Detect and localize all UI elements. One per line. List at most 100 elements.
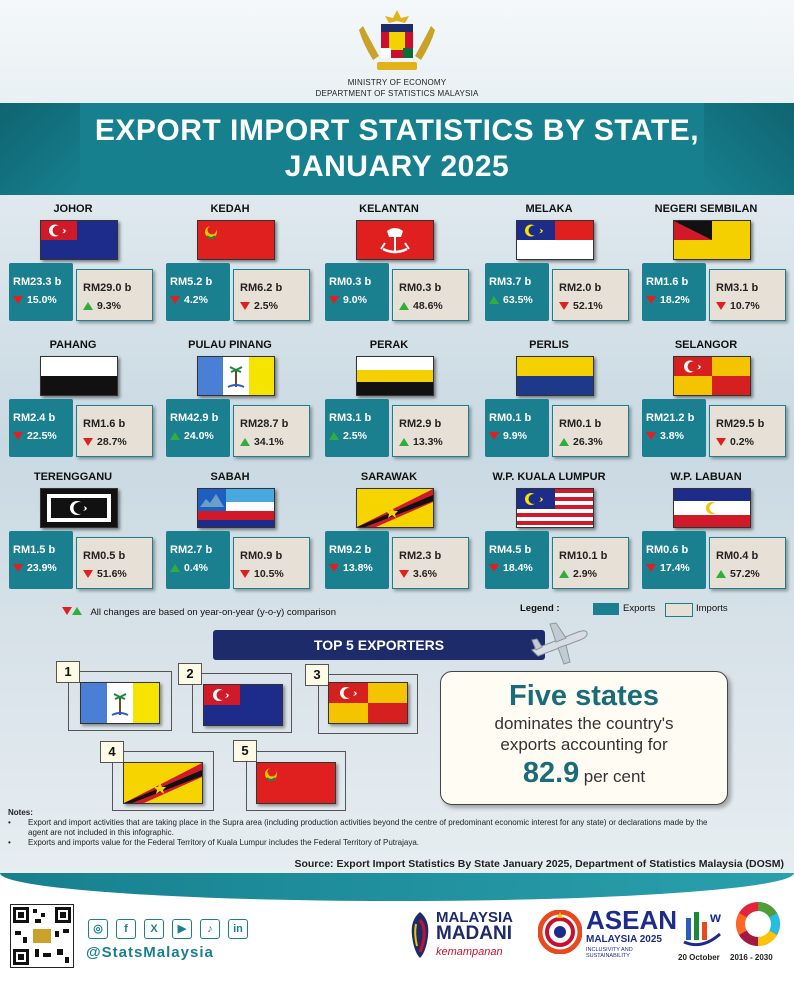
kelantan-flag-icon (356, 220, 434, 260)
state-name: PULAU PINANG (188, 339, 272, 351)
state-name: PERLIS (529, 339, 569, 351)
terengganu-flag-icon (40, 488, 118, 528)
down-arrow-icon (559, 302, 569, 311)
legend-imports-swatch (665, 603, 693, 617)
rank-2-frame (192, 673, 292, 733)
qr-code-icon[interactable] (10, 904, 74, 968)
ministry-label: MINISTRY OF ECONOMY (347, 78, 447, 87)
up-arrow-icon (83, 302, 93, 311)
kedah-flag-icon (256, 762, 336, 804)
import-change: 2.5% (240, 300, 278, 312)
export-box: RM3.7 b 63.5% (485, 263, 549, 321)
department-label: DEPARTMENT OF STATISTICS MALAYSIA (315, 89, 479, 98)
export-value: RM4.5 b (489, 544, 532, 556)
down-arrow-icon (489, 564, 499, 573)
export-change: 18.2% (646, 294, 690, 306)
export-value: RM2.4 b (13, 412, 56, 424)
callout-share-unit: per cent (583, 767, 646, 786)
negeri-sembilan-flag-icon (673, 220, 751, 260)
up-arrow-icon (329, 432, 339, 441)
down-arrow-icon (13, 564, 23, 573)
export-box: RM2.7 b 0.4% (166, 531, 230, 589)
tiktok-icon[interactable]: ♪ (200, 919, 220, 939)
rank-1-badge: 1 (56, 661, 80, 683)
up-arrow-icon (489, 296, 499, 305)
import-value: RM6.2 b (240, 282, 283, 294)
rank-1-frame (68, 671, 172, 731)
change-note: All changes are based on year-on-year (y… (62, 602, 336, 620)
social-handle[interactable]: @StatsMalaysia (86, 944, 214, 961)
export-value: RM42.9 b (170, 412, 219, 424)
down-arrow-icon (240, 302, 250, 311)
rank-2-badge: 2 (178, 663, 202, 685)
up-arrow-icon (399, 302, 409, 311)
import-box: RM2.0 b 52.1% (552, 269, 629, 321)
w-p-labuan-flag-icon (673, 488, 751, 528)
state-name: W.P. KUALA LUMPUR (492, 471, 606, 483)
state-name: PAHANG (49, 339, 97, 351)
down-arrow-icon (399, 570, 409, 579)
state-name: KEDAH (210, 203, 250, 215)
export-box: RM0.6 b 17.4% (642, 531, 706, 589)
import-box: RM29.5 b 0.2% (709, 405, 786, 457)
export-box: RM1.6 b 18.2% (642, 263, 706, 321)
instagram-icon[interactable]: ◎ (88, 919, 108, 939)
import-value: RM1.6 b (83, 418, 126, 430)
rank-4-frame (112, 751, 214, 811)
top5-title: TOP 5 EXPORTERS (213, 630, 545, 660)
x-icon[interactable]: X (144, 919, 164, 939)
callout-share-value: 82.9 (522, 757, 580, 789)
down-arrow-icon (646, 564, 656, 573)
malaysia-madani-logo: MALAYSIA MADANI kemampanan (408, 902, 530, 968)
kedah-flag-icon (197, 220, 275, 260)
export-change: 0.4% (170, 562, 208, 574)
import-change: 9.3% (83, 300, 121, 312)
pahang-flag-icon (40, 356, 118, 396)
down-arrow-icon (646, 296, 656, 305)
state-name: MELAKA (525, 203, 573, 215)
state-name: KELANTAN (359, 203, 419, 215)
rank-3-badge: 3 (305, 664, 329, 686)
down-arrow-icon (329, 296, 339, 305)
import-box: RM0.9 b 10.5% (233, 537, 310, 589)
export-box: RM23.3 b 15.0% (9, 263, 73, 321)
import-value: RM0.4 b (716, 550, 759, 562)
youtube-icon[interactable]: ▶ (172, 919, 192, 939)
import-change: 34.1% (240, 436, 284, 448)
export-change: 4.2% (170, 294, 208, 306)
import-value: RM29.5 b (716, 418, 765, 430)
legend-exports-swatch (593, 603, 619, 615)
page-title: EXPORT IMPORT STATISTICS BY STATE, JANUA… (94, 114, 700, 183)
import-change: 52.1% (559, 300, 603, 312)
export-box: RM9.2 b 13.8% (325, 531, 389, 589)
up-arrow-icon (72, 606, 82, 615)
legend-imports-label: Imports (696, 603, 728, 614)
up-arrow-icon (170, 564, 180, 573)
down-arrow-icon (716, 302, 726, 311)
state-name: NEGERI SEMBILAN (654, 203, 758, 215)
down-arrow-icon (716, 438, 726, 447)
import-change: 10.7% (716, 300, 760, 312)
callout-share: 82.9 per cent (441, 757, 727, 790)
export-change: 63.5% (489, 294, 533, 306)
sarawak-flag-icon (123, 762, 203, 804)
import-value: RM2.0 b (559, 282, 602, 294)
facebook-icon[interactable]: f (116, 919, 136, 939)
import-change: 57.2% (716, 568, 760, 580)
note-item: • Exports and imports value for the Feder… (8, 838, 420, 847)
airplane-icon (528, 620, 590, 671)
export-change: 24.0% (170, 430, 214, 442)
export-change: 9.0% (329, 294, 367, 306)
up-arrow-icon (240, 438, 250, 447)
johor-flag-icon (203, 684, 283, 726)
import-value: RM0.5 b (83, 550, 126, 562)
import-box: RM6.2 b 2.5% (233, 269, 310, 321)
import-change: 48.6% (399, 300, 443, 312)
export-change: 18.4% (489, 562, 533, 574)
linkedin-icon[interactable]: in (228, 919, 248, 939)
down-arrow-icon (329, 564, 339, 573)
export-change: 9.9% (489, 430, 527, 442)
down-arrow-icon (13, 432, 23, 441)
export-value: RM0.1 b (489, 412, 532, 424)
down-arrow-icon (489, 432, 499, 441)
